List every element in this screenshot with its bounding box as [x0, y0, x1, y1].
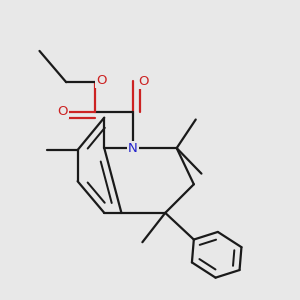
Text: N: N — [128, 142, 138, 154]
Text: O: O — [138, 75, 149, 88]
Text: O: O — [96, 74, 107, 87]
Text: O: O — [57, 105, 68, 119]
